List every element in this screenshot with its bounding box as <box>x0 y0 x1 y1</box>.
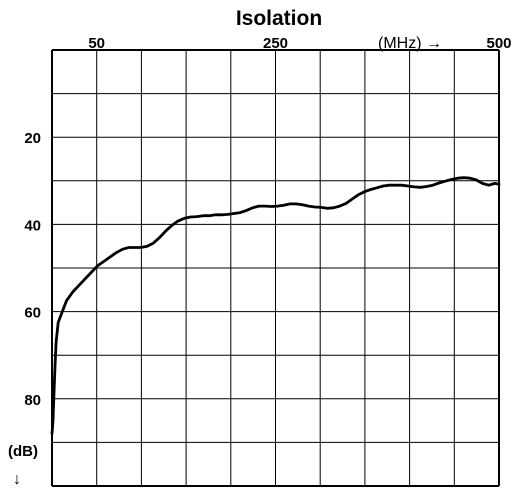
x-unit-label: (MHz) → <box>378 35 442 52</box>
x-tick-label-50: 50 <box>88 35 105 52</box>
chart-title: Isolation <box>236 7 322 30</box>
y-unit-label: (dB) <box>8 443 38 460</box>
y-tick-label-80: 80 <box>24 392 41 409</box>
y-tick-label-60: 60 <box>24 305 41 322</box>
x-tick-labels: 50 250 500 <box>88 35 511 52</box>
y-tick-label-20: 20 <box>24 130 41 147</box>
isolation-curve <box>50 176 501 436</box>
y-tick-label-40: 40 <box>24 217 41 234</box>
y-tick-labels: 20 40 60 80 <box>24 130 41 409</box>
x-tick-label-500: 500 <box>486 35 511 52</box>
plot-grid <box>51 49 500 487</box>
y-direction-arrow: ↓ <box>13 471 21 488</box>
x-tick-label-250: 250 <box>263 35 288 52</box>
